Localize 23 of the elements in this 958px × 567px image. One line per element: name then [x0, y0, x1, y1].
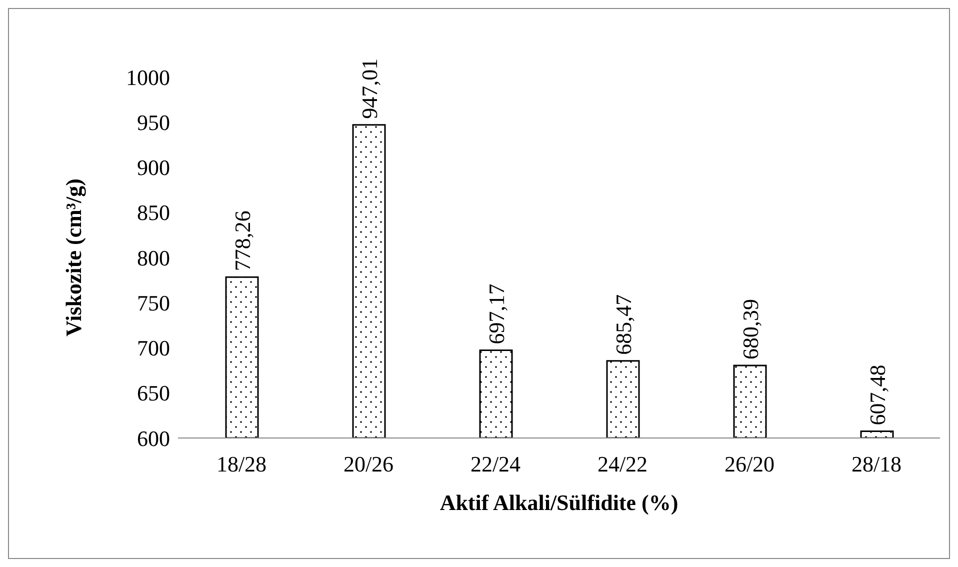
data-label: 697,17 [484, 284, 509, 344]
data-label: 685,47 [611, 294, 636, 355]
y-tick-label: 750 [137, 290, 170, 316]
x-tick-label: 22/24 [470, 452, 521, 477]
x-tick-label: 24/22 [597, 452, 648, 477]
data-label: 607,48 [865, 364, 890, 426]
y-tick-label: 850 [137, 200, 170, 226]
y-tick-label: 700 [137, 336, 170, 361]
y-tick-label: 650 [137, 380, 170, 406]
x-axis-title: Aktif Alkali/Sülfidite (%) [440, 490, 678, 515]
y-tick-label: 950 [137, 110, 170, 135]
y-tick-label: 900 [137, 155, 170, 180]
x-tick-label: 18/28 [216, 452, 267, 477]
y-axis-title: Viskozite (cm³/g) [60, 178, 86, 336]
x-tick-label: 28/18 [851, 452, 902, 477]
data-label: 947,01 [357, 58, 382, 119]
x-tick-label: 20/26 [343, 452, 394, 477]
y-tick-label: 1000 [126, 64, 170, 90]
y-tick-label: 800 [137, 245, 170, 270]
x-tick-label: 26/20 [724, 452, 775, 477]
data-label: 680,39 [738, 298, 763, 360]
y-tick-label: 600 [137, 426, 170, 451]
data-label: 778,26 [230, 210, 255, 272]
